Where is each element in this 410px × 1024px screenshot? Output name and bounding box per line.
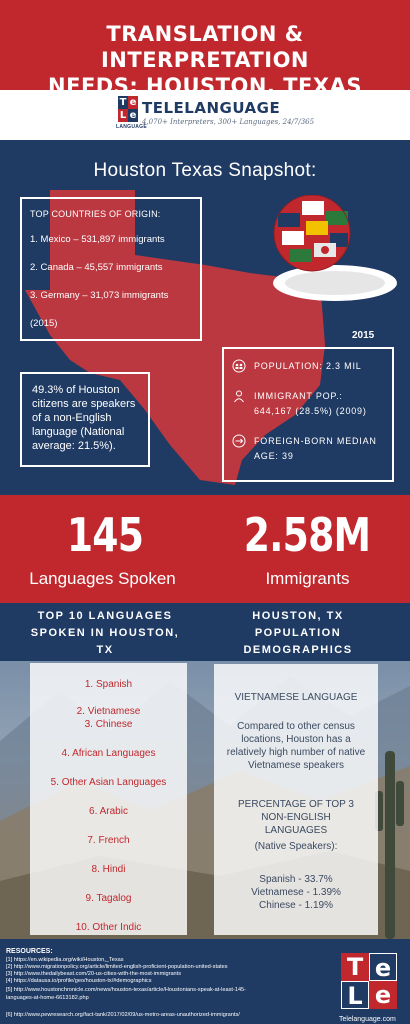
logo-name: TELELANGUAGE [142,99,281,117]
website-link[interactable]: Telelanguage.com [339,1016,396,1023]
immigrants-number: 2.58M [243,508,371,562]
logo-letter-2: e [128,96,138,109]
title-line-1: TRANSLATION & INTERPRETATION [100,22,310,72]
section-titles: TOP 10 LANGUAGES SPOKEN IN HOUSTON, TX H… [0,603,410,661]
footer-logo-letter-1: T [341,953,369,981]
language-item: 1. Spanish [84,679,133,690]
resource-link[interactable]: [4] https://datausa.io/profile/geo/houst… [6,978,152,984]
countries-year: (2015) [30,318,58,329]
title-banner: TRANSLATION & INTERPRETATION NEEDS: HOUS… [0,0,410,98]
logo-band [0,90,410,140]
countries-box: TOP COUNTRIES OF ORIGIN: 1. Mexico – 531… [20,197,202,341]
language-item: 8. Hindi [91,864,126,875]
resources-section: RESOURCES: [1] https://en.wikipedia.org/… [0,939,410,1024]
language-item: 9. Tagalog [85,893,132,904]
resource-link[interactable]: [6] http://www.pewresearch.org/fact-tank… [6,1012,240,1018]
pct-item: Chinese - 1.19% [259,900,333,911]
demographics-title: HOUSTON, TX POPULATION DEMOGRAPHICS [243,610,353,656]
resources-heading: RESOURCES: [6,948,53,955]
globe-arrows-icon [232,434,246,448]
vietnamese-heading: VIETNAMESE LANGUAGE [234,692,358,703]
resource-link[interactable]: [2] http://www.migrationpolicy.org/artic… [6,964,228,970]
resource-link[interactable]: languages-at-home-6613182.php [6,995,89,1001]
logo-letter-3: L [118,109,128,122]
telelanguage-logo-mark: T e L e LANGUAGE [116,96,147,132]
countries-heading: TOP COUNTRIES OF ORIGIN: [30,209,161,219]
language-item: 6. Arabic [89,806,128,817]
people-icon [232,359,246,373]
language-item: 10. Other Indic [75,922,142,933]
language-item: 7. French [87,835,130,846]
snapshot-section: Houston Texas Snapshot: TOP COUNTRIES OF… [0,140,410,495]
resource-link[interactable]: [3] http://www.thedailybeast.com/20-us-c… [6,971,182,977]
language-item: 2. Vietnamese [76,706,141,717]
demographics-card: VIETNAMESE LANGUAGE Compared to other ce… [214,664,378,935]
languages-number: 145 [66,508,144,562]
immigrants-label: Immigrants [265,569,350,588]
vietnamese-body: Compared to other census locations, Hous… [226,721,366,771]
top-languages-title: TOP 10 LANGUAGES SPOKEN IN HOUSTON, TX [30,610,180,656]
logo-letter-1: T [118,96,128,109]
stat-median-age-text: FOREIGN-BORN MEDIAN AGE: 39 [254,436,377,461]
languages-label: Languages Spoken [29,569,176,588]
stat-population-text: POPULATION: 2.3 MIL [254,361,362,371]
footer-logo-letter-3: L [341,981,369,1010]
resource-link[interactable]: [1] https://en.wikipedia.org/wiki/Housto… [6,957,124,963]
stat-immigrant: IMMIGRANT POP.: 644,167 (28.5%) (2009) [232,389,384,419]
language-item: 5. Other Asian Languages [50,777,167,788]
pct-sub: (Native Speakers): [254,841,338,852]
texas-map-icon [25,190,325,485]
pct-heading: PERCENTAGE OF TOP 3 NON-ENGLISH LANGUAGE… [238,799,354,836]
pct-item: Vietnamese - 1.39% [251,887,341,898]
country-item: 3. Germany – 31,073 immigrants [30,290,169,301]
non-english-text: 49.3% of Houston citizens are speakers o… [32,384,136,452]
top-languages-card: 1. Spanish 2. Vietnamese 3. Chinese 4. A… [30,663,187,935]
country-item: 1. Mexico – 531,897 immigrants [30,234,165,245]
stat-median-age: FOREIGN-BORN MEDIAN AGE: 39 [232,434,384,464]
logo-sub: LANGUAGE [116,124,148,130]
stats-box: POPULATION: 2.3 MIL IMMIGRANT POP.: 644,… [222,347,394,482]
language-item: 4. African Languages [61,748,156,759]
stat-immigrant-text: IMMIGRANT POP.: 644,167 (28.5%) (2009) [254,391,367,416]
logo-tagline: 4,070+ Interpreters, 300+ Languages, 24/… [142,118,315,126]
footer-logo-letter-4: e [369,981,397,1009]
language-item: 3. Chinese [84,719,133,730]
logo-letter-4: e [128,109,138,122]
non-english-box: 49.3% of Houston citizens are speakers o… [20,372,150,467]
footer-logo-letter-2: e [369,953,397,982]
country-item: 2. Canada – 45,557 immigrants [30,262,163,273]
person-icon [234,390,244,403]
snapshot-title: Houston Texas Snapshot: [93,160,317,181]
pct-item: Spanish - 33.7% [259,874,333,885]
year-label: 2015 [352,330,375,341]
stat-population: POPULATION: 2.3 MIL [232,359,384,374]
resource-link[interactable]: [5] http://www.houstonchronicle.com/news… [6,987,247,993]
flag-globe-icon [273,195,397,301]
telelanguage-footer-logo: T e L e [338,950,400,1012]
desert-background: 1. Spanish 2. Vietnamese 3. Chinese 4. A… [0,661,410,939]
big-numbers-band: 145 Languages Spoken 2.58M Immigrants [0,495,410,603]
